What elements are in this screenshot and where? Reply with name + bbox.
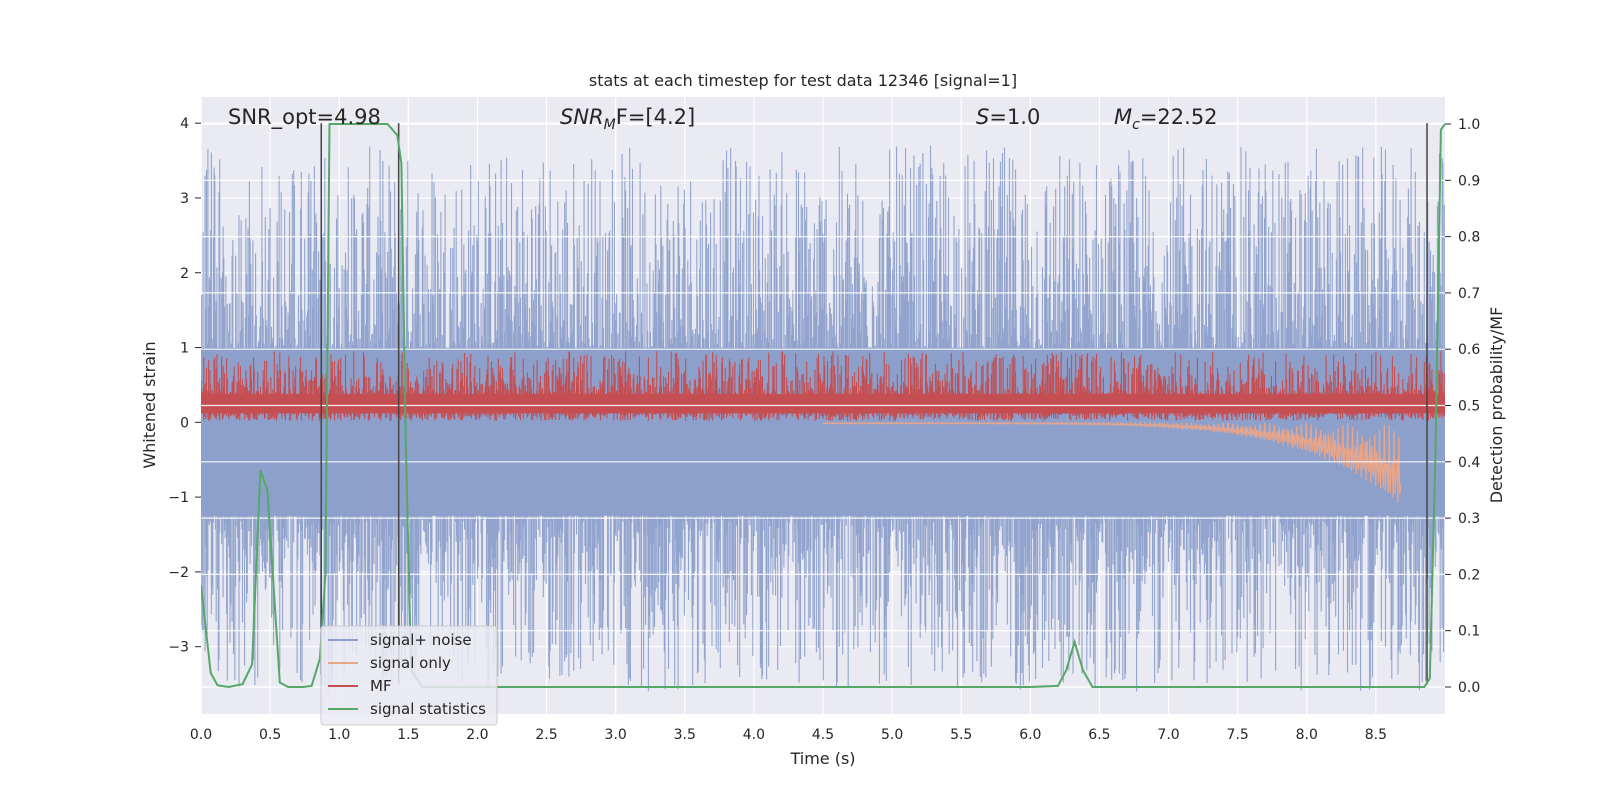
y-left-tick-label: −3: [168, 640, 189, 656]
x-axis-label: Time (s): [789, 749, 855, 768]
x-tick-label: 2.5: [535, 727, 557, 743]
legend-label-mf: MF: [370, 677, 392, 695]
x-tick-label: 6.0: [1019, 727, 1041, 743]
chart-title: stats at each timestep for test data 123…: [589, 71, 1017, 90]
y-right-tick-label: 0.9: [1458, 173, 1480, 189]
y-left-tick-label: 4: [180, 116, 189, 132]
legend: signal+ noise signal only MF signal stat…: [320, 625, 498, 726]
snr-opt-annotation: SNR_opt=4.98: [228, 105, 381, 130]
y-right-axis-ticks: 1.0 0.9 0.8 0.7 0.6 0.5 0.4 0.3 0.2 0.1 0.0: [1445, 117, 1480, 696]
y-right-tick-label: 0.7: [1458, 286, 1480, 302]
signal-noise-core: [201, 347, 1445, 516]
y-right-tick-label: 0.2: [1458, 567, 1480, 583]
y-left-tick-label: 3: [180, 191, 189, 207]
x-tick-label: 4.5: [812, 727, 834, 743]
y-right-tick-label: 0.3: [1458, 511, 1480, 527]
legend-label-signal-only: signal only: [370, 654, 451, 672]
y-left-axis-ticks: 4 3 2 1 0 −1 −2 −3: [168, 116, 201, 656]
x-tick-label: 0.0: [190, 727, 212, 743]
x-tick-label: 1.0: [328, 727, 350, 743]
legend-label-signal-statistics: signal statistics: [370, 700, 486, 718]
s-var: S: [976, 105, 989, 129]
x-tick-label: 3.0: [605, 727, 627, 743]
snr-mf-main: SNR: [560, 105, 604, 129]
x-tick-label: 4.0: [743, 727, 765, 743]
x-tick-label: 7.5: [1227, 727, 1249, 743]
s-annotation: S=1.0: [976, 105, 1040, 129]
x-tick-label: 8.0: [1296, 727, 1318, 743]
y-left-tick-label: −1: [168, 490, 189, 506]
y-right-tick-label: 1.0: [1458, 117, 1480, 133]
y-left-tick-label: −2: [168, 565, 189, 581]
x-tick-label: 5.0: [881, 727, 903, 743]
mc-var: M: [1114, 105, 1132, 129]
y-right-tick-label: 0.4: [1458, 455, 1480, 471]
mf-core: [201, 393, 1445, 414]
x-axis-ticks: 0.0 0.5 1.0 1.5 2.0 2.5 3.0 3.5 4.0 4.5 5.0 5.5 6.0 6…: [190, 727, 1387, 743]
x-tick-label: 6.5: [1088, 727, 1110, 743]
mc-rest: =22.52: [1140, 105, 1218, 129]
snr-mf-rest: F=[4.2]: [616, 105, 695, 129]
mc-sub: c: [1132, 117, 1140, 133]
legend-label-signal-noise: signal+ noise: [370, 631, 472, 649]
x-tick-label: 7.0: [1157, 727, 1179, 743]
x-tick-label: 8.5: [1365, 727, 1387, 743]
mc-annotation: Mc=22.52: [1114, 105, 1218, 133]
y-left-tick-label: 0: [180, 415, 189, 431]
y-right-tick-label: 0.0: [1458, 680, 1480, 696]
y-left-tick-label: 1: [180, 341, 189, 357]
x-tick-label: 5.5: [950, 727, 972, 743]
y-right-tick-label: 0.8: [1458, 230, 1480, 246]
x-tick-label: 3.5: [674, 727, 696, 743]
y-right-tick-label: 0.5: [1458, 399, 1480, 415]
legend-box: [320, 625, 498, 726]
y-right-tick-label: 0.1: [1458, 624, 1480, 640]
x-tick-label: 1.5: [397, 727, 419, 743]
y-left-axis-label: Whitened strain: [140, 341, 159, 468]
s-rest: =1.0: [989, 105, 1040, 129]
y-left-tick-label: 2: [180, 266, 189, 282]
snr-mf-annotation: SNRMF=[4.2]: [560, 105, 695, 133]
y-right-tick-label: 0.6: [1458, 342, 1480, 358]
signal-only-series: [822, 420, 1402, 503]
signal-statistics-series: [201, 123, 1445, 689]
x-tick-label: 2.0: [466, 727, 488, 743]
y-right-axis-label: Detection probability/MF: [1487, 307, 1506, 504]
x-tick-label: 0.5: [259, 727, 281, 743]
snr-mf-sub: M: [604, 117, 616, 133]
